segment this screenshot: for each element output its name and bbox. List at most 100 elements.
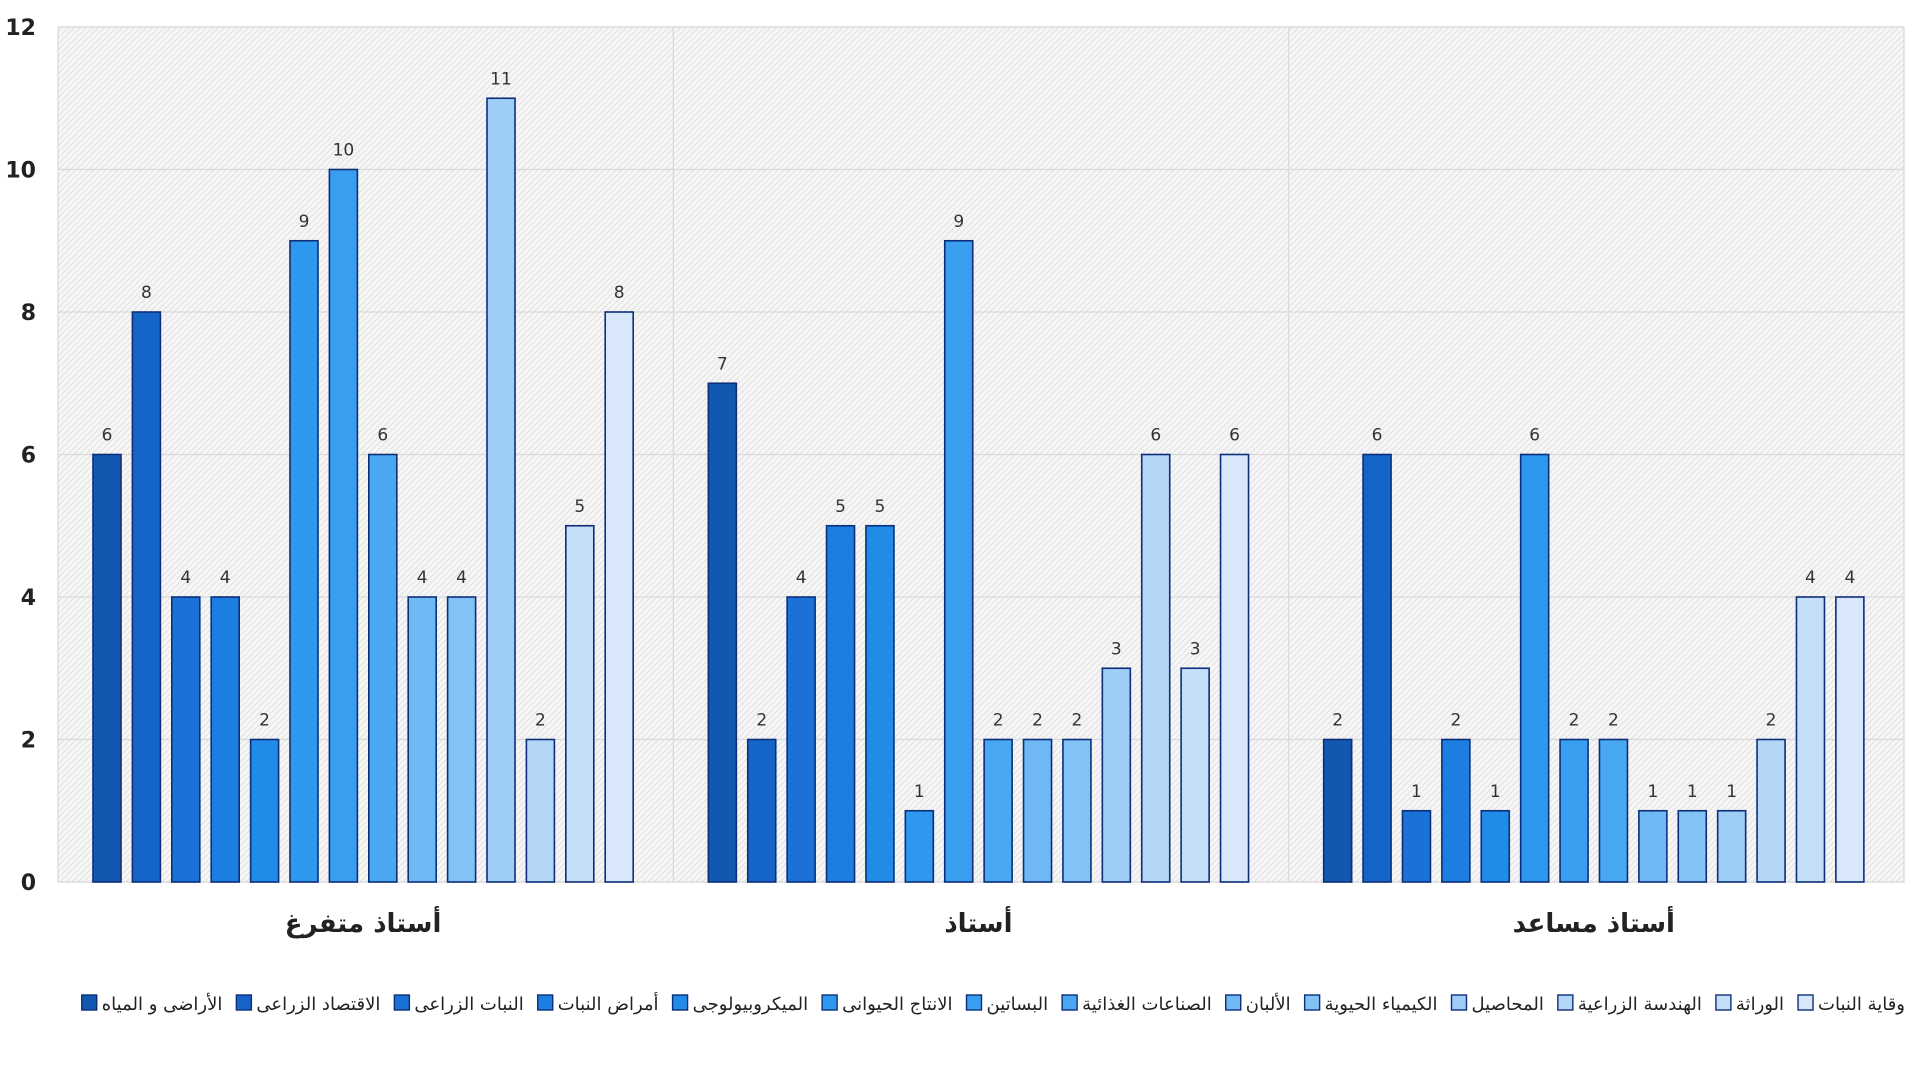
data-label: 1 xyxy=(1726,782,1737,802)
data-label: 4 xyxy=(220,568,231,588)
legend-label: الهندسة الزراعية xyxy=(1578,994,1702,1015)
bar[interactable] xyxy=(904,809,935,883)
bar[interactable] xyxy=(446,596,477,883)
data-label: 6 xyxy=(1529,426,1540,446)
data-label: 9 xyxy=(299,212,310,232)
data-label: 2 xyxy=(1072,711,1083,731)
bar[interactable] xyxy=(367,453,398,883)
data-label: 6 xyxy=(1150,426,1161,446)
data-label: 8 xyxy=(614,283,625,303)
legend-label: المحاصيل xyxy=(1472,994,1544,1015)
y-tick-label: 0 xyxy=(21,871,36,896)
bar[interactable] xyxy=(486,97,516,883)
bar[interactable] xyxy=(92,453,122,883)
plot-border xyxy=(57,26,1905,883)
bar[interactable] xyxy=(604,311,635,883)
bar[interactable] xyxy=(1559,738,1589,883)
bar[interactable] xyxy=(1519,453,1550,883)
bar[interactable] xyxy=(865,524,895,883)
data-label: 2 xyxy=(535,711,546,731)
data-label: 2 xyxy=(1608,711,1619,731)
legend-label: النبات الزراعى xyxy=(414,994,523,1015)
data-label: 10 xyxy=(333,141,355,161)
bar[interactable] xyxy=(1140,453,1171,883)
legend-swatch xyxy=(821,994,838,1011)
bar[interactable] xyxy=(707,382,738,883)
bar[interactable] xyxy=(1756,738,1786,883)
bar[interactable] xyxy=(786,596,816,883)
bar[interactable] xyxy=(1219,453,1250,883)
data-label: 2 xyxy=(259,711,270,731)
data-label: 3 xyxy=(1190,639,1201,659)
bar[interactable] xyxy=(1101,667,1132,883)
bar[interactable] xyxy=(1480,809,1511,883)
bar[interactable] xyxy=(1835,596,1865,883)
data-label: 4 xyxy=(180,568,191,588)
data-label: 6 xyxy=(1229,426,1240,446)
data-label: 5 xyxy=(875,497,886,517)
data-label: 1 xyxy=(1490,782,1501,802)
bar[interactable] xyxy=(1677,809,1708,883)
bar[interactable] xyxy=(1062,738,1092,883)
legend-swatch xyxy=(671,994,689,1011)
bar[interactable] xyxy=(1441,738,1471,883)
bar[interactable] xyxy=(564,524,595,883)
bar[interactable] xyxy=(131,311,162,883)
legend-label: الكيمياء الحيوية xyxy=(1325,994,1438,1015)
legend-label: البساتين xyxy=(987,994,1049,1015)
bar[interactable] xyxy=(289,239,319,883)
data-label: 5 xyxy=(574,497,585,517)
legend-swatch xyxy=(1225,994,1242,1011)
legend-label: الأراضى و المياه xyxy=(102,993,223,1015)
data-label: 4 xyxy=(1805,568,1816,588)
bar[interactable] xyxy=(525,738,556,883)
bar[interactable] xyxy=(210,596,240,883)
legend-label: الوراثة xyxy=(1736,994,1784,1015)
bar[interactable] xyxy=(825,524,856,883)
legend-label: وقاية النبات xyxy=(1818,994,1905,1015)
y-tick-label: 8 xyxy=(21,301,36,326)
y-tick-label: 2 xyxy=(21,729,36,754)
legend-label: الاقتصاد الزراعى xyxy=(256,994,380,1015)
legend-swatch xyxy=(81,994,98,1011)
data-label: 4 xyxy=(796,568,807,588)
data-label: 2 xyxy=(1032,711,1043,731)
bar[interactable] xyxy=(1638,809,1668,883)
bar[interactable] xyxy=(407,596,438,883)
legend-label: أمراض النبات xyxy=(558,992,659,1015)
bar[interactable] xyxy=(1716,809,1747,883)
legend-swatch xyxy=(393,994,411,1011)
data-label: 2 xyxy=(1766,711,1777,731)
y-tick-label: 12 xyxy=(5,16,36,41)
bar[interactable] xyxy=(1180,667,1210,883)
bar[interactable] xyxy=(249,738,280,883)
bar[interactable] xyxy=(171,596,201,883)
bar[interactable] xyxy=(1795,596,1826,883)
bar[interactable] xyxy=(328,168,359,883)
data-label: 1 xyxy=(1687,782,1698,802)
data-label: 6 xyxy=(377,426,388,446)
y-tick-label: 10 xyxy=(5,159,36,184)
legend-swatch xyxy=(965,994,983,1011)
y-tick-label: 6 xyxy=(21,444,36,469)
bar[interactable] xyxy=(1322,738,1353,883)
data-label: 6 xyxy=(1372,426,1383,446)
bar[interactable] xyxy=(1022,738,1053,883)
data-label: 1 xyxy=(914,782,925,802)
bar[interactable] xyxy=(1401,809,1432,883)
data-label: 11 xyxy=(490,69,512,89)
bar[interactable] xyxy=(746,738,777,883)
data-label: 4 xyxy=(456,568,467,588)
legend-swatch xyxy=(1557,994,1574,1011)
data-label: 4 xyxy=(1844,568,1855,588)
bar[interactable] xyxy=(1362,453,1392,883)
data-label: 8 xyxy=(141,283,152,303)
bar[interactable] xyxy=(1598,738,1629,883)
bar[interactable] xyxy=(983,738,1013,883)
data-label: 1 xyxy=(1647,782,1658,802)
bar[interactable] xyxy=(943,239,974,883)
data-label: 3 xyxy=(1111,639,1122,659)
data-label: 5 xyxy=(835,497,846,517)
data-label: 9 xyxy=(953,212,964,232)
